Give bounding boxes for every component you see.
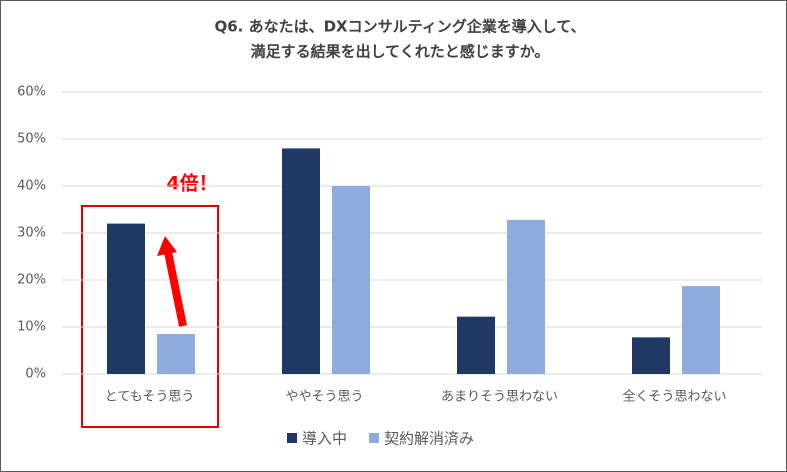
x-tick-label: 全くそう思わない [622, 389, 726, 405]
highlight-box [81, 205, 219, 428]
y-tick-label: 30% [17, 226, 46, 241]
arrow-head [157, 236, 177, 256]
y-tick-label: 60% [17, 85, 46, 100]
x-tick-label: ややそう思う [285, 390, 363, 405]
bar [682, 286, 720, 374]
bar [157, 334, 195, 374]
y-tick-label: 50% [17, 132, 46, 147]
bar [107, 223, 145, 374]
x-tick-label: あまりそう思わない [441, 390, 558, 405]
y-tick-label: 20% [17, 273, 46, 288]
y-tick-label: 0% [25, 367, 46, 382]
bar [332, 186, 370, 374]
y-tick-label: 10% [17, 320, 46, 335]
legend-label: 導入中 [302, 430, 347, 448]
chart-title: 満足する結果を出してくれたと感じますか。 [251, 43, 550, 61]
bar [507, 219, 545, 374]
bar [282, 148, 320, 374]
bar [457, 316, 495, 374]
y-tick-label: 40% [17, 179, 46, 194]
chart-title: Q6. あなたは、DXコンサルティング企業を導入して、 [214, 18, 585, 36]
bar [632, 337, 670, 374]
annotation: 4倍！ [166, 172, 217, 195]
legend-label: 契約解消済み [384, 430, 474, 448]
x-tick-label: とてもそう思う [105, 390, 195, 405]
arrow-shaft [164, 251, 187, 327]
legend-swatch [369, 433, 380, 443]
legend-swatch [287, 433, 297, 443]
